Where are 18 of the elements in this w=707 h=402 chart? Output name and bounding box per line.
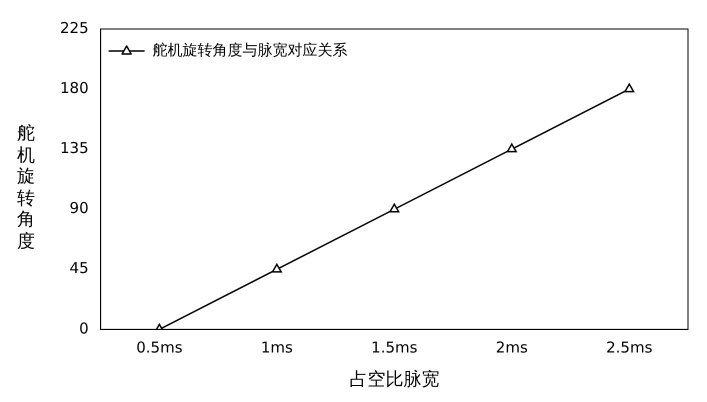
y-axis-title: 舵机旋转角度 [16, 123, 36, 253]
y-tick-label: 90 [70, 199, 89, 218]
x-tick-label: 2ms [496, 338, 528, 356]
y-tick-label: 180 [60, 78, 89, 97]
point [389, 203, 400, 212]
y-tick-label: 0 [79, 319, 89, 338]
x-axis-title: 占空比脉宽 [349, 368, 440, 390]
point [624, 83, 634, 92]
y-tick-label: 135 [60, 139, 89, 158]
x-tick-label: 0.5ms [136, 338, 183, 356]
y-tick-label: 225 [60, 18, 89, 37]
legend-label: 舵机旋转角度与脉宽对应关系 [152, 40, 348, 59]
y-tick-label: 45 [70, 259, 89, 278]
point [272, 264, 282, 273]
x-tick-label: 1ms [260, 338, 294, 356]
x-tick-label: 1.5ms [371, 338, 418, 356]
x-tick-label: 2.5ms [606, 338, 653, 356]
point [506, 143, 517, 152]
